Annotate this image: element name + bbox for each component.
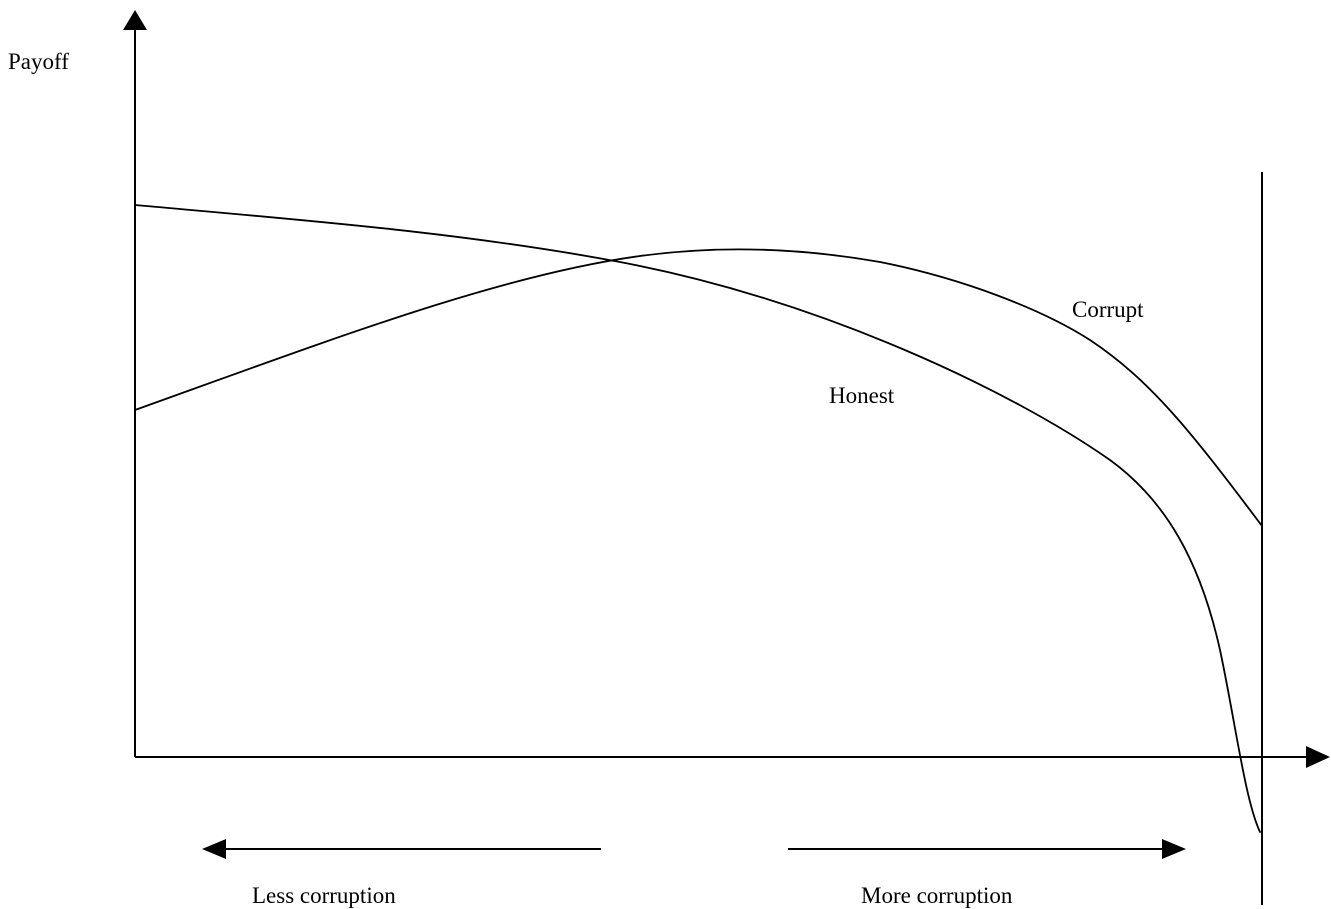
less-corruption-arrowhead (202, 839, 226, 859)
corrupt-curve (134, 248, 1263, 527)
corrupt-label: Corrupt (1072, 297, 1144, 322)
less-corruption-label: Less corruption (252, 883, 396, 908)
honest-curve (134, 204, 1261, 833)
y-axis-arrowhead (123, 10, 147, 30)
more-corruption-arrowhead (1162, 839, 1186, 859)
more-corruption-label: More corruption (861, 883, 1013, 908)
y-axis-label: Payoff (8, 49, 69, 74)
honest-label: Honest (829, 383, 895, 408)
x-axis-arrowhead (1306, 746, 1330, 768)
